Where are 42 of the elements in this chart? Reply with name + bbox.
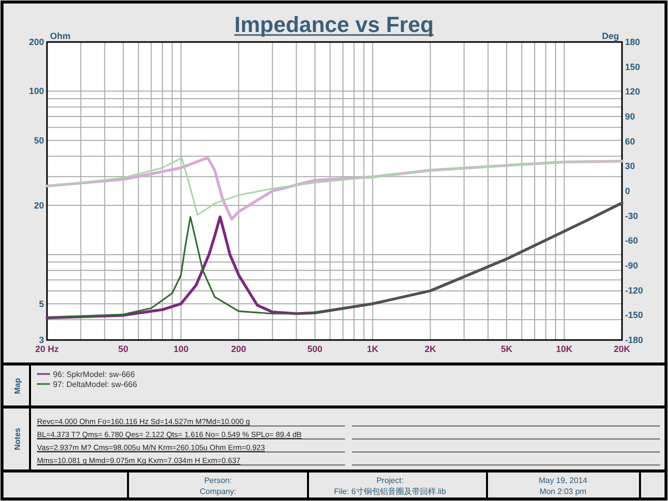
- y-tick-label: 5: [38, 298, 44, 309]
- x-tick-label: 1K: [366, 344, 379, 354]
- y2-tick-label: 150: [625, 62, 640, 72]
- legend-label: 96: SpkrModel: sw-666: [53, 370, 136, 379]
- text: Company:: [200, 487, 236, 496]
- legend-label: 97: DeltaModel: sw-666: [53, 380, 138, 389]
- y2-tick-label: -180: [625, 335, 644, 345]
- x-tick-label: 2K: [424, 344, 437, 354]
- text: May 19, 2014: [538, 476, 588, 485]
- x-tick-label: 100: [173, 344, 188, 354]
- x-tick-label: 20 Hz: [35, 344, 60, 354]
- text: Notes: [13, 427, 22, 450]
- y2-tick-label: 60: [625, 136, 636, 146]
- y2-tick-label: -150: [625, 310, 644, 320]
- y-axis-title: Ohm: [50, 31, 71, 41]
- chart-title: Impedance vs Freq: [234, 12, 434, 37]
- y-tick-label: 3: [38, 335, 44, 345]
- y2-tick-label: -30: [625, 210, 638, 221]
- legend-title: Map: [13, 378, 22, 394]
- text: Mon 2:03 pm: [540, 487, 587, 496]
- y-tick-label: 200: [28, 37, 44, 47]
- y-tick-label: 20: [34, 200, 44, 210]
- y2-tick-label: -60: [625, 236, 638, 246]
- y2-tick-label: 0: [625, 186, 630, 196]
- y2-tick-label: 180: [625, 37, 640, 47]
- y2-tick-label: 120: [625, 86, 640, 97]
- x-tick-label: 50: [118, 344, 128, 354]
- y2-tick-label: -120: [625, 285, 644, 296]
- x-tick-label: 5K: [500, 344, 513, 354]
- text: Person:: [204, 476, 232, 485]
- y2-axis-title: Deg: [602, 31, 619, 41]
- y-tick-label: 100: [28, 86, 44, 96]
- y2-tick-label: 30: [625, 161, 636, 172]
- y-tick-label: 50: [34, 135, 44, 146]
- y2-tick-label: 90: [625, 112, 636, 122]
- x-tick-label: 10K: [556, 344, 574, 354]
- x-tick-label: 200: [231, 344, 246, 354]
- text: File: 6寸铜包铝音圈及带回样.lib: [334, 487, 447, 496]
- text: Project:: [376, 476, 404, 485]
- x-tick-label: 20K: [614, 344, 631, 354]
- x-tick-label: 500: [307, 344, 322, 354]
- y2-tick-label: -90: [625, 260, 638, 270]
